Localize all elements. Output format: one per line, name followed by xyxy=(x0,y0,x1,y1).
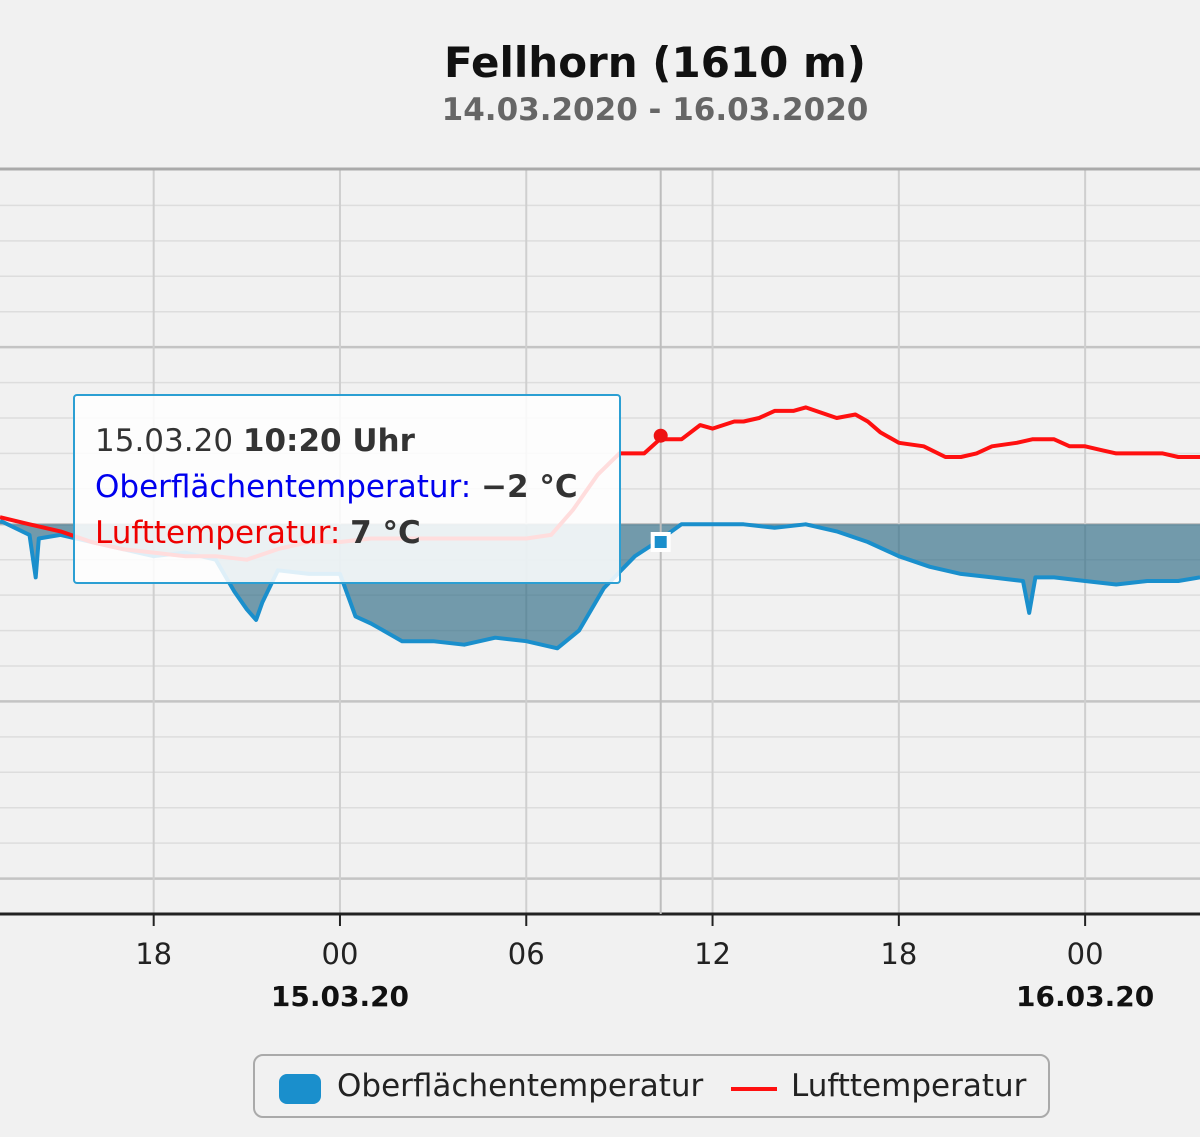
chart-subtitle: 14.03.2020 - 16.03.2020 xyxy=(441,92,869,128)
legend-item-oberflaechentemperatur[interactable]: Oberflächentemperatur xyxy=(337,1068,704,1104)
hover-tooltip: 15.03.20 10:20 Uhr Oberflächentemperatur… xyxy=(73,394,621,584)
x-tick-label: 00 xyxy=(322,937,359,971)
tooltip-time: 10:20 Uhr xyxy=(242,423,415,459)
tooltip-series1-value: −2 °C xyxy=(481,469,578,505)
tooltip-series1-label: Oberflächentemperatur xyxy=(95,469,461,505)
chart-legend: Oberflächentemperatur Lufttemperatur xyxy=(253,1054,1050,1118)
legend-area-swatch[interactable] xyxy=(279,1074,321,1104)
hover-marker-lufttemperatur xyxy=(653,428,668,443)
x-tick-label: 00 xyxy=(1067,937,1104,971)
x-tick-label: 06 xyxy=(508,937,545,971)
tooltip-sep-2: : xyxy=(329,515,341,551)
tooltip-series2-value: 7 °C xyxy=(350,515,421,551)
x-date-label: 16.03.20 xyxy=(1016,980,1154,1013)
x-tick-label: 18 xyxy=(135,937,172,971)
x-tick-label: 18 xyxy=(880,937,917,971)
x-date-label: 15.03.20 xyxy=(271,980,409,1013)
tooltip-series2-label: Lufttemperatur xyxy=(95,515,330,551)
legend-line-swatch[interactable] xyxy=(731,1087,777,1091)
chart-title: Fellhorn (1610 m) xyxy=(444,38,866,87)
legend-item-lufttemperatur[interactable]: Lufttemperatur xyxy=(791,1068,1027,1104)
x-tick-label: 12 xyxy=(694,937,731,971)
hover-marker-oberflaechentemperatur xyxy=(650,532,671,552)
tooltip-date: 15.03.20 xyxy=(95,423,234,459)
tooltip-sep-1: : xyxy=(460,469,472,505)
